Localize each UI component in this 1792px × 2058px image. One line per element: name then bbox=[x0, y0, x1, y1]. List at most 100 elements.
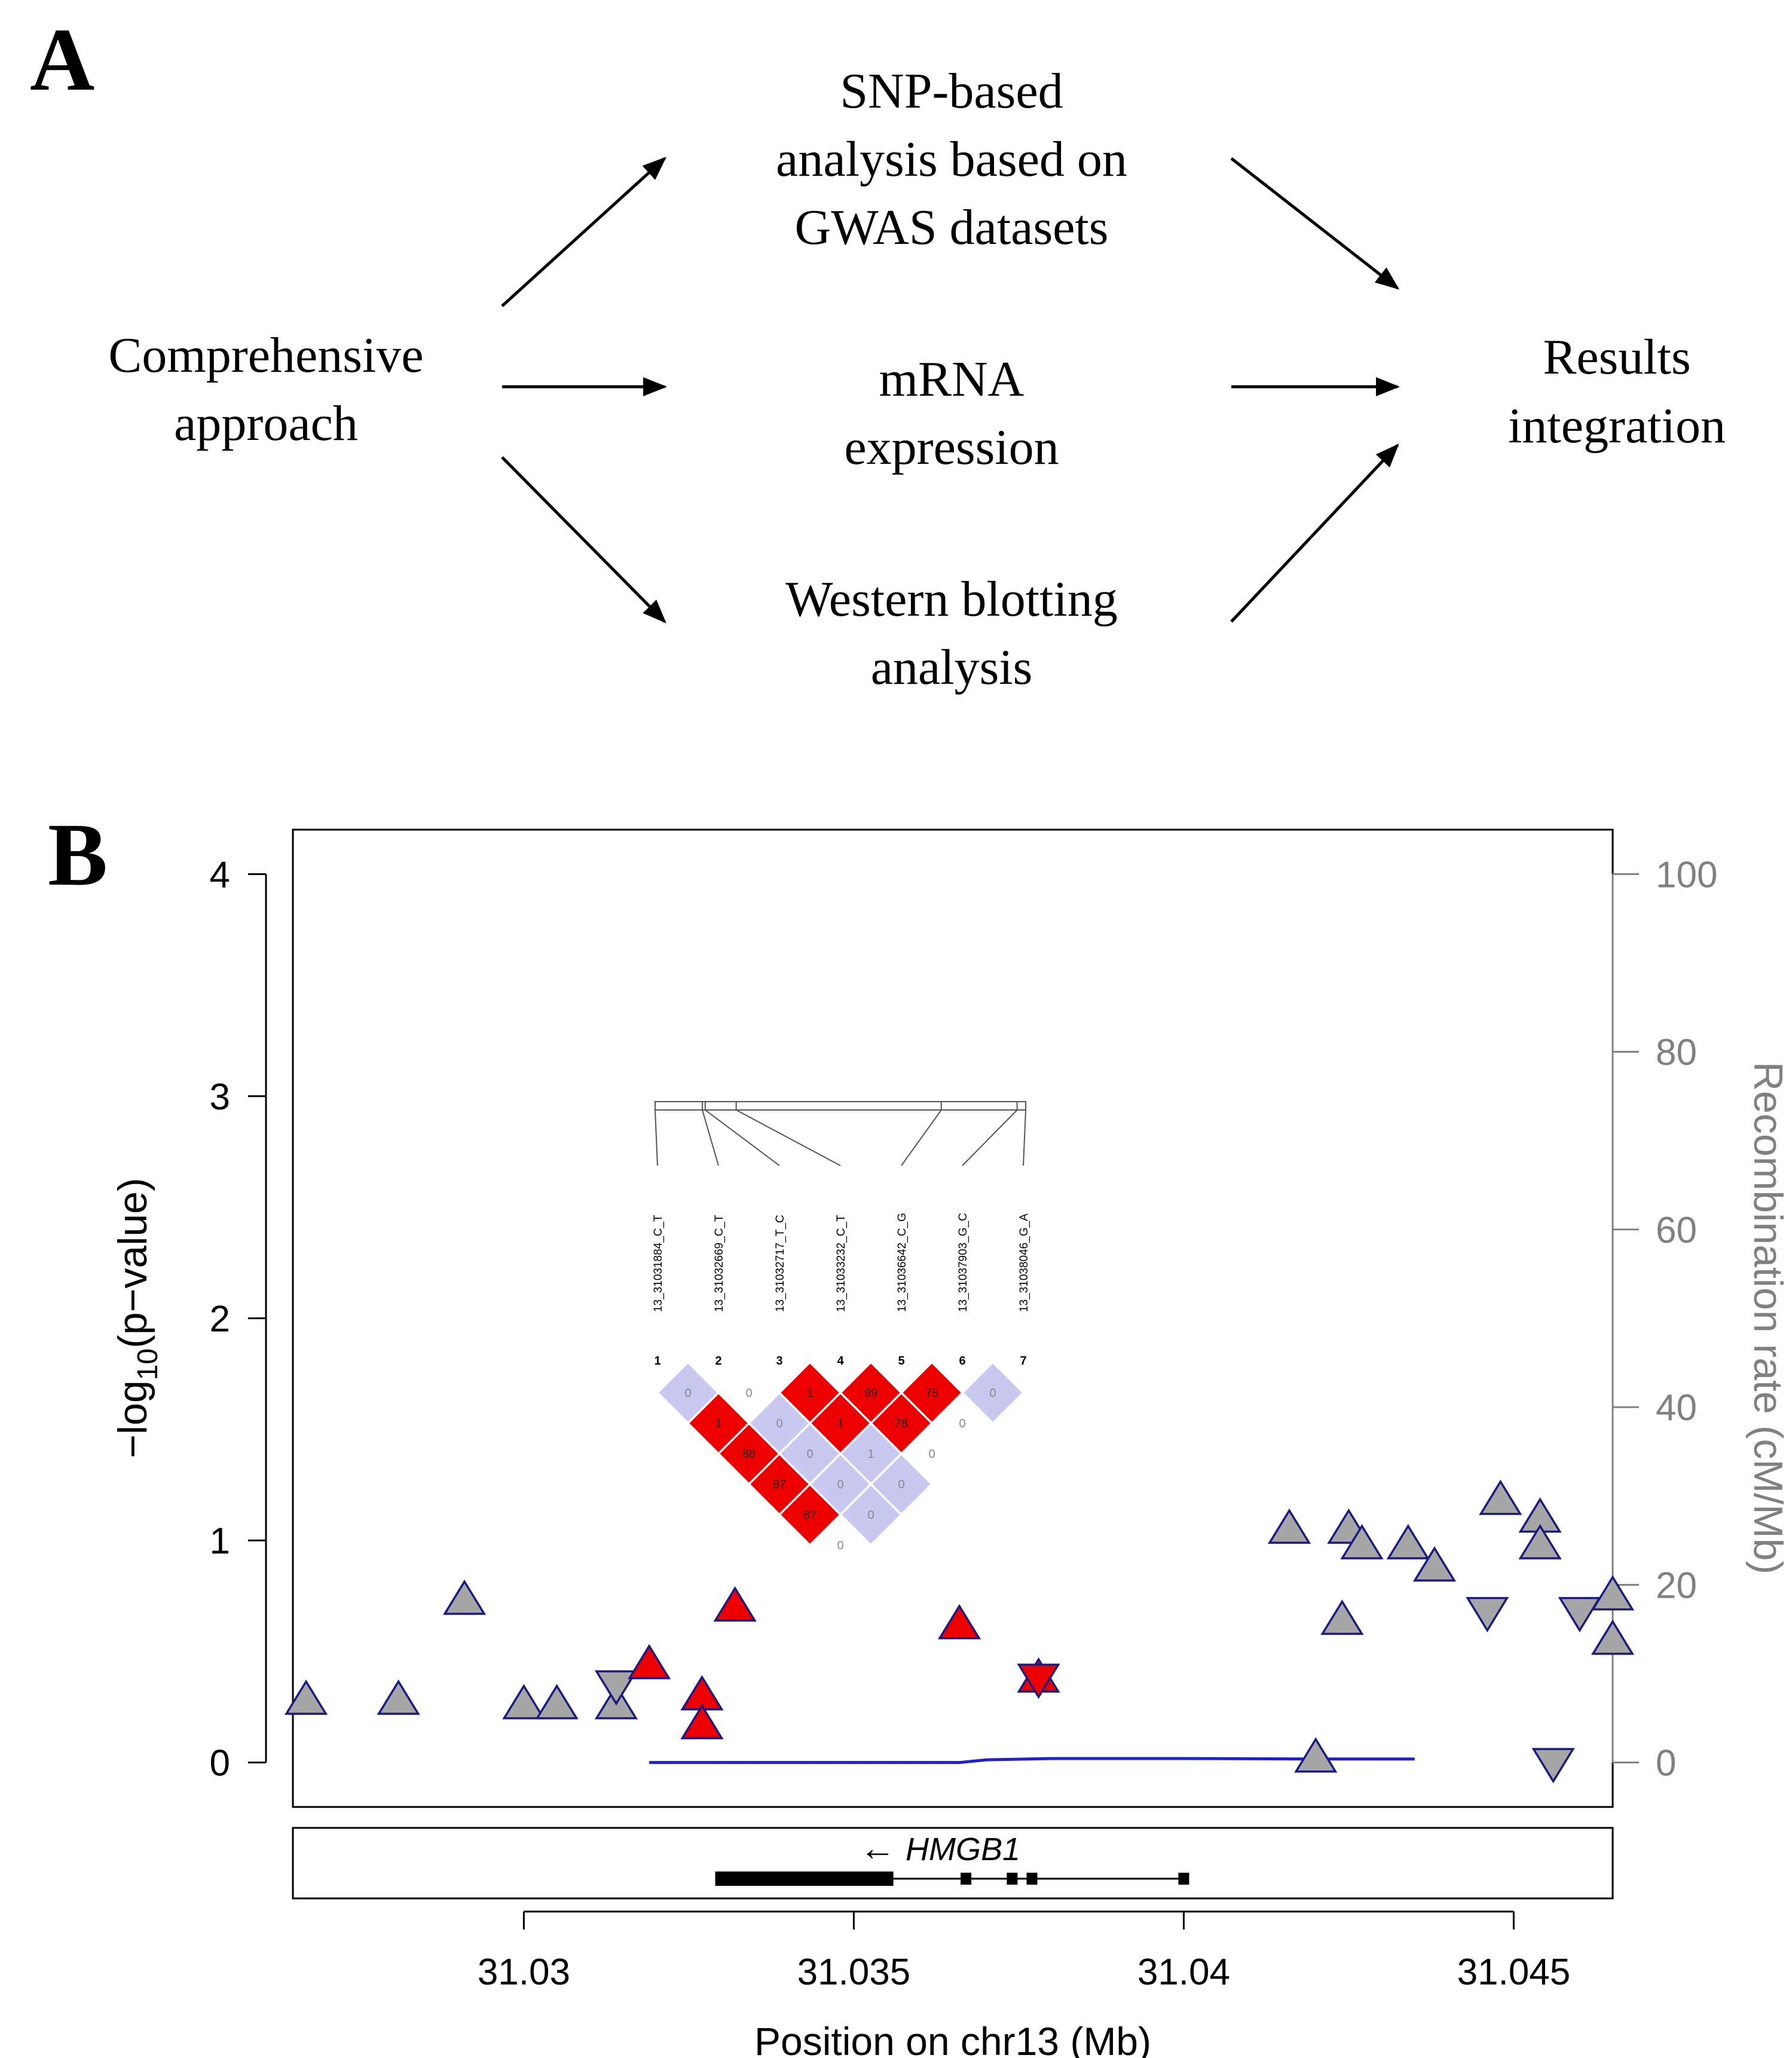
recombination-rate-line bbox=[649, 1757, 1415, 1765]
snp-marker-red bbox=[680, 1704, 724, 1739]
gene-exon bbox=[1007, 1873, 1018, 1885]
ld-cell bbox=[809, 1392, 871, 1454]
snp-marker-red bbox=[628, 1644, 671, 1680]
snp-marker-red bbox=[1017, 1663, 1060, 1699]
ld-cell bbox=[840, 1362, 902, 1424]
ld-snp-name: 13_31037903_G_C bbox=[957, 1213, 970, 1312]
snp-marker-gray bbox=[502, 1684, 546, 1720]
y2-tick-label: 60 bbox=[1656, 1210, 1697, 1251]
y-axis-right: 0 20 40 60 80 100 bbox=[1611, 854, 1717, 1784]
x-tick-label: 31.035 bbox=[797, 1952, 911, 1993]
snp-marker-gray bbox=[1479, 1479, 1522, 1515]
x-axis: 31.03 31.035 31.04 31.045 bbox=[478, 1910, 1570, 1993]
flow-method-snp: SNP-based analysis based on GWAS dataset… bbox=[776, 63, 1127, 255]
method-mrna-line-1: mRNA bbox=[879, 351, 1025, 407]
ld-cell-value: 88 bbox=[742, 1448, 756, 1461]
ld-snp-name: 13_31038046_G_A bbox=[1018, 1213, 1030, 1312]
ld-cell bbox=[870, 1392, 932, 1454]
ld-connector bbox=[736, 1109, 841, 1166]
ld-cell-value: 0 bbox=[776, 1417, 782, 1430]
ld-cell-value: 1 bbox=[806, 1387, 813, 1400]
arrow-western-to-target bbox=[1230, 444, 1399, 623]
snp-marker-gray bbox=[1320, 1600, 1364, 1635]
ld-cell bbox=[901, 1362, 963, 1424]
snp-marker-gray bbox=[1386, 1524, 1430, 1559]
snp-marker-gray bbox=[1267, 1508, 1311, 1544]
snp-marker-gray bbox=[1294, 1737, 1338, 1773]
panel-a-label: A bbox=[30, 10, 94, 109]
ld-cell bbox=[718, 1423, 780, 1485]
ld-snp-index: 6 bbox=[959, 1354, 965, 1368]
ld-connector bbox=[1023, 1109, 1026, 1166]
y-tick-label: 4 bbox=[210, 854, 230, 895]
ld-snp-index: 7 bbox=[1020, 1354, 1026, 1368]
ld-cell-value: 0 bbox=[898, 1478, 904, 1491]
plot-frame bbox=[292, 828, 1614, 1808]
ld-snp-index: 4 bbox=[837, 1354, 844, 1368]
x-tick-label: 31.04 bbox=[1137, 1952, 1230, 1993]
flow-method-western: Western blotting analysis bbox=[785, 571, 1117, 695]
y-label-sub: 10 bbox=[132, 1348, 164, 1380]
ld-snp-name: 13_31032717_T_C bbox=[774, 1215, 787, 1312]
ld-cell-value: 87 bbox=[803, 1509, 817, 1522]
ld-cell-value: 0 bbox=[684, 1387, 691, 1400]
ld-cell bbox=[870, 1453, 932, 1515]
ld-snp-index: 1 bbox=[654, 1354, 660, 1368]
ld-cell bbox=[840, 1423, 902, 1485]
target-line-1: Results bbox=[1543, 329, 1690, 385]
source-line-1: Comprehensive bbox=[108, 328, 423, 383]
gene-name: HMGB1 bbox=[906, 1831, 1020, 1867]
snp-marker-gray bbox=[377, 1679, 420, 1715]
snp-marker-gray bbox=[1531, 1748, 1575, 1784]
y2-axis-label: Recombination rate (cM/Mb) bbox=[1745, 1062, 1791, 1574]
arrow-snp-to-target bbox=[1230, 157, 1400, 290]
ld-cell-value: 0 bbox=[837, 1539, 843, 1552]
y-label-tail: (p−value) bbox=[110, 1178, 155, 1348]
ld-connector bbox=[962, 1109, 1018, 1166]
x-axis-label: Position on chr13 (Mb) bbox=[754, 2019, 1151, 2058]
method-snp-line-1: SNP-based bbox=[840, 63, 1063, 119]
y2-tick-label: 100 bbox=[1656, 854, 1717, 895]
y-tick-label: 0 bbox=[210, 1743, 230, 1784]
y2-tick-label: 20 bbox=[1656, 1565, 1697, 1606]
ld-snp-name: 13_31031884_C_T bbox=[652, 1215, 665, 1312]
method-western-line-2: analysis bbox=[871, 640, 1033, 695]
ld-cell bbox=[779, 1423, 841, 1485]
ld-cell bbox=[779, 1484, 841, 1546]
ld-cell-value: 0 bbox=[806, 1448, 813, 1461]
snp-marker-gray bbox=[1340, 1524, 1384, 1559]
method-snp-line-3: GWAS datasets bbox=[795, 200, 1109, 255]
y-tick-label: 2 bbox=[210, 1299, 230, 1340]
ld-cell bbox=[687, 1392, 750, 1454]
flow-target: Results integration bbox=[1508, 329, 1726, 454]
method-mrna-line-2: expression bbox=[844, 420, 1059, 475]
snp-marker-red bbox=[937, 1604, 981, 1640]
y-tick-label: 3 bbox=[210, 1077, 230, 1118]
ld-cell-value: 87 bbox=[773, 1478, 786, 1491]
target-line-2: integration bbox=[1508, 398, 1726, 454]
flow-arrows bbox=[501, 157, 1400, 623]
gene-exon bbox=[961, 1873, 972, 1885]
ld-cell bbox=[748, 1453, 811, 1515]
snp-marker-red bbox=[713, 1586, 757, 1622]
ld-connector bbox=[705, 1109, 780, 1166]
snp-marker-gray bbox=[284, 1679, 328, 1715]
panel-a: A Comprehensive approach SNP-based analy… bbox=[30, 10, 1726, 695]
gene-track bbox=[715, 1872, 1189, 1886]
ld-snp-name: 13_31036642_C_G bbox=[896, 1213, 909, 1312]
panel-b-label: B bbox=[48, 805, 108, 904]
ld-ruler bbox=[655, 1101, 1026, 1111]
ld-snp-index: 2 bbox=[715, 1354, 721, 1368]
ld-cell bbox=[779, 1362, 841, 1424]
gene-exon bbox=[1178, 1873, 1189, 1885]
ld-snp-name: 13_31032669_C_T bbox=[713, 1215, 726, 1312]
method-western-line-1: Western blotting bbox=[785, 571, 1117, 627]
y-label-main: −log bbox=[110, 1380, 155, 1458]
y-tick-label: 1 bbox=[210, 1521, 230, 1562]
ld-cell-value: 0 bbox=[928, 1448, 935, 1461]
arrow-source-to-snp bbox=[501, 157, 666, 307]
ld-snp-index: 5 bbox=[898, 1354, 904, 1368]
ld-snp-index: 3 bbox=[776, 1354, 782, 1368]
ld-connector bbox=[901, 1109, 942, 1166]
